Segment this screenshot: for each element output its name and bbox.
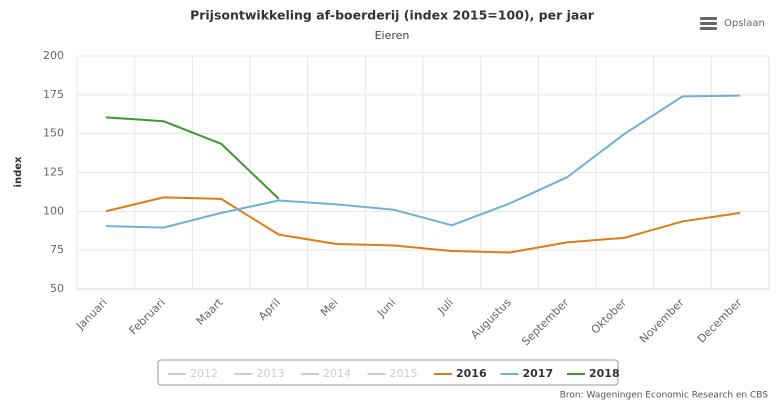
legend-label[interactable]: 2018 xyxy=(589,367,620,380)
source: Bron: Wageningen Economic Research en CB… xyxy=(560,391,769,401)
legend-label[interactable]: 2015 xyxy=(390,367,418,380)
y-tick-label: 75 xyxy=(50,243,64,256)
y-tick-label: 125 xyxy=(43,166,64,179)
legend-label[interactable]: 2012 xyxy=(190,367,218,380)
y-tick-label: 50 xyxy=(50,282,64,295)
y-tick-label: 200 xyxy=(43,49,64,62)
y-tick-label: 100 xyxy=(43,204,64,217)
save-label[interactable]: Opslaan xyxy=(724,18,765,29)
series-line xyxy=(105,94,741,229)
series-line xyxy=(105,116,280,200)
save-button[interactable]: Opslaan xyxy=(700,17,765,30)
chart-subtitle: Eieren xyxy=(375,29,410,42)
menu-icon-bar xyxy=(700,22,717,25)
legend-label[interactable]: 2013 xyxy=(257,367,285,380)
legend-box xyxy=(157,359,619,386)
chart-title: Prijsontwikkeling af-boerderij (index 20… xyxy=(190,8,595,23)
legend-label[interactable]: 2016 xyxy=(456,367,487,380)
legend-label[interactable]: 2017 xyxy=(523,367,554,380)
series-line xyxy=(105,196,741,254)
menu-icon-bar xyxy=(700,17,717,20)
legend-label[interactable]: 2014 xyxy=(323,367,351,380)
menu-icon-bar xyxy=(700,27,717,30)
y-axis-label: index xyxy=(13,156,24,187)
y-tick-label: 175 xyxy=(43,88,64,101)
y-tick-label: 150 xyxy=(43,127,64,140)
